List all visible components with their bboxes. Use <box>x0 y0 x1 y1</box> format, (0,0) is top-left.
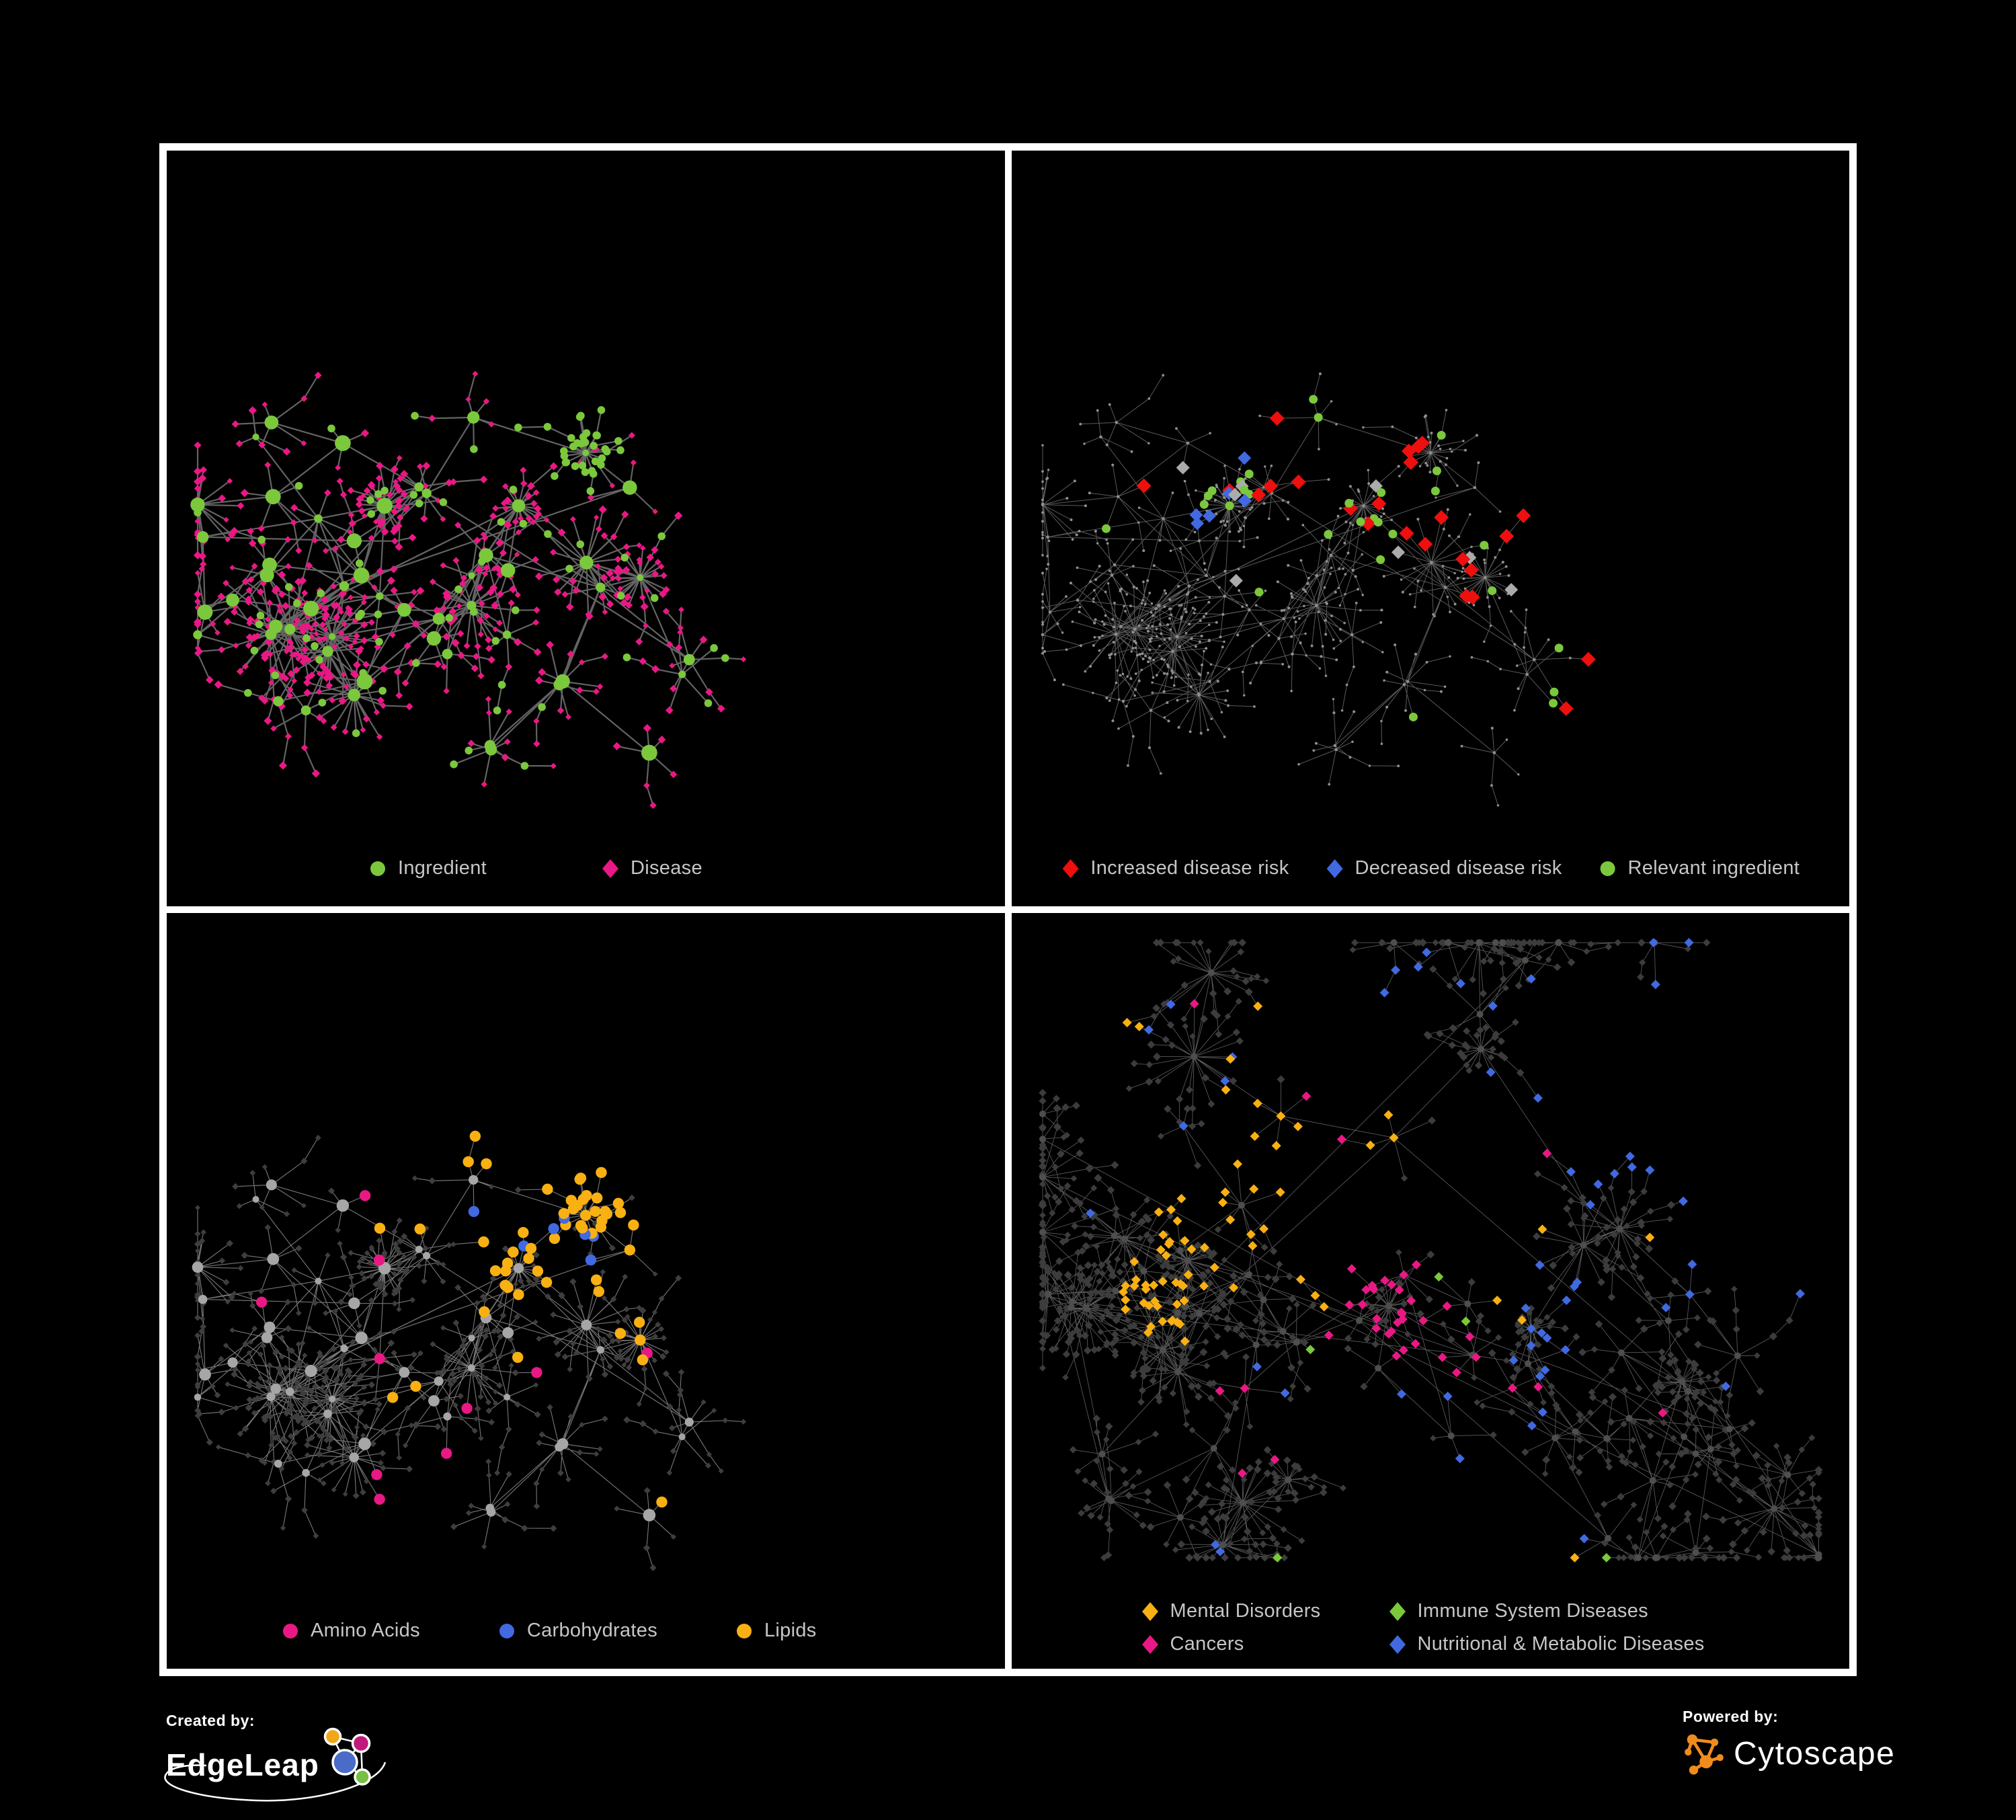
edgeleap-wordmark: EdgeLeap <box>166 1747 319 1782</box>
legend-item: Ingredient <box>368 857 487 879</box>
created-by-label: Created by: <box>166 1712 255 1729</box>
panel-3-legend: Amino Acids Carbohydrates Lipids <box>281 1620 817 1642</box>
cytoscape-logo-icon <box>1685 1734 1724 1775</box>
legend-label: Relevant ingredient <box>1627 857 1800 879</box>
legend-label: Cancers <box>1170 1633 1244 1655</box>
legend-item: Mental Disorders <box>1141 1600 1388 1622</box>
panel-disease-categories: Mental Disorders Immune System Diseases Ca… <box>1011 913 1849 1669</box>
panel-disease-risk: Increased disease risk Decreased disease … <box>1011 151 1849 906</box>
cytoscape-wordmark: Cytoscape <box>1734 1735 1896 1772</box>
panel-nutrient-classes: Amino Acids Carbohydrates Lipids <box>167 913 1005 1669</box>
circle-marker-icon <box>737 1623 752 1638</box>
legend-label: Disease <box>631 857 702 879</box>
diamond-marker-icon <box>1326 859 1343 878</box>
panel-2-legend: Increased disease risk Decreased disease … <box>1061 857 1800 879</box>
legend-item: Cancers <box>1141 1633 1388 1655</box>
diamond-marker-icon <box>1062 859 1079 878</box>
legend-item: Decreased disease risk <box>1326 857 1562 879</box>
legend-label: Ingredient <box>398 857 487 879</box>
legend-item: Immune System Diseases <box>1388 1600 1705 1622</box>
legend-label: Carbohydrates <box>526 1620 657 1641</box>
circle-marker-icon <box>499 1623 514 1638</box>
panel-ingredient-disease: Ingredient Disease <box>167 151 1005 906</box>
diamond-marker-icon <box>602 859 618 878</box>
legend-label: Lipids <box>764 1620 817 1641</box>
circle-marker-icon <box>370 861 385 876</box>
cytoscape-credit: Powered by: Cytoscape <box>1683 1708 1895 1776</box>
circle-marker-icon <box>1600 861 1615 876</box>
legend-label: Immune System Diseases <box>1417 1600 1648 1622</box>
legend-item: Nutritional & Metabolic Diseases <box>1388 1633 1705 1655</box>
powered-by-label: Powered by: <box>1683 1708 1779 1725</box>
legend-label: Increased disease risk <box>1090 857 1289 879</box>
panel-2-network <box>1041 372 1596 807</box>
legend-label: Amino Acids <box>311 1620 420 1641</box>
edgeleap-swoosh <box>164 1762 387 1802</box>
diamond-marker-icon <box>1141 1601 1158 1621</box>
diamond-marker-icon <box>1141 1634 1158 1654</box>
panel-4-network <box>1038 938 1823 1562</box>
diamond-marker-icon <box>1389 1634 1406 1654</box>
circle-marker-icon <box>283 1623 298 1638</box>
edgeleap-credit: Created by: EdgeLeap <box>164 1712 387 1802</box>
panel-1-legend: Ingredient Disease <box>368 857 702 879</box>
legend-item: Lipids <box>735 1620 817 1642</box>
legend-item: Relevant ingredient <box>1599 857 1800 879</box>
legend-label: Decreased disease risk <box>1355 857 1562 879</box>
legend-item: Disease <box>601 857 702 879</box>
diamond-marker-icon <box>1389 1601 1406 1621</box>
legend-item: Increased disease risk <box>1061 857 1289 879</box>
legend-label: Nutritional & Metabolic Diseases <box>1417 1633 1705 1655</box>
legend-item: Amino Acids <box>281 1620 420 1642</box>
panel-1-network <box>190 370 747 809</box>
panel-4-legend: Mental Disorders Immune System Diseases Ca… <box>1141 1600 1705 1655</box>
figure-grid: Ingredient Disease Increased disease risk… <box>159 143 1857 1676</box>
panel-3-network <box>192 1130 747 1571</box>
legend-label: Mental Disorders <box>1170 1600 1321 1622</box>
legend-item: Carbohydrates <box>497 1620 657 1642</box>
edgeleap-logo-icon <box>323 1727 371 1786</box>
